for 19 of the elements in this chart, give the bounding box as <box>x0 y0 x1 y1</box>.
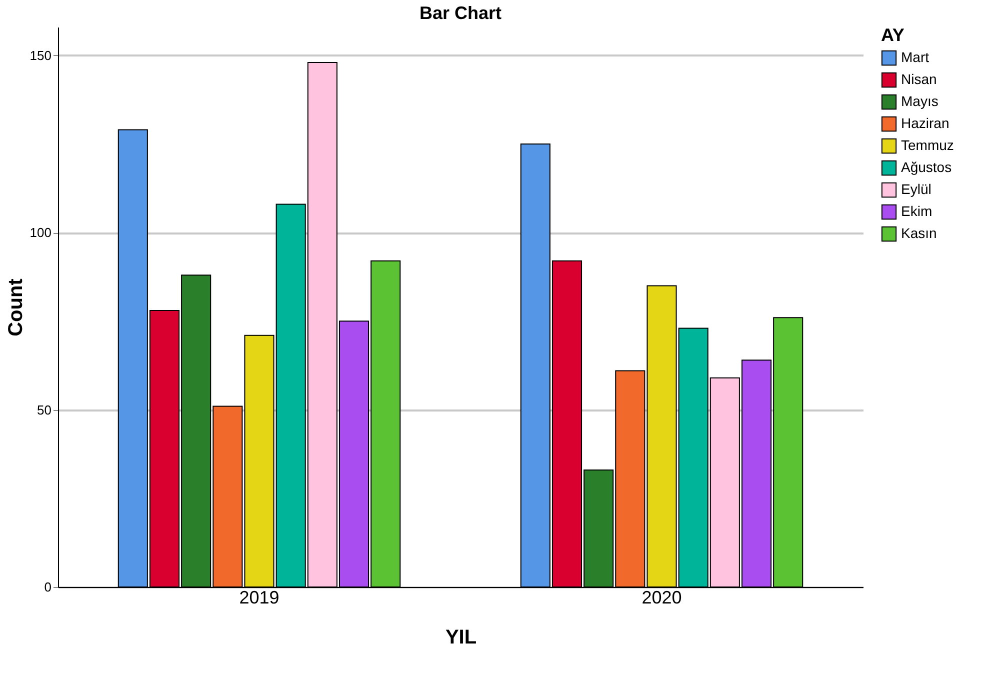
x-tick-label: 2020 <box>642 588 682 608</box>
legend-label: Nisan <box>901 71 937 87</box>
legend-label: Mayıs <box>901 93 938 109</box>
y-axis-title: Count <box>4 278 27 336</box>
y-tick-label: 0 <box>44 580 52 594</box>
x-tick-label: 2019 <box>239 588 280 608</box>
legend-label: Kasın <box>901 225 937 241</box>
x-axis-title: YIL <box>445 626 477 648</box>
y-tick-label: 50 <box>37 402 52 418</box>
legend-label: Ekim <box>901 203 932 219</box>
legend-label: Eylül <box>901 181 932 197</box>
y-tick-label: 150 <box>30 48 52 63</box>
chart-title: Bar Chart <box>419 3 502 23</box>
y-tick-label: 100 <box>30 225 52 240</box>
legend-title: AY <box>881 25 904 45</box>
legend-label: Mart <box>901 49 930 65</box>
legend-label: Temmuz <box>901 137 954 153</box>
legend-label: Ağustos <box>901 159 952 175</box>
legend-label: Haziran <box>901 115 950 131</box>
